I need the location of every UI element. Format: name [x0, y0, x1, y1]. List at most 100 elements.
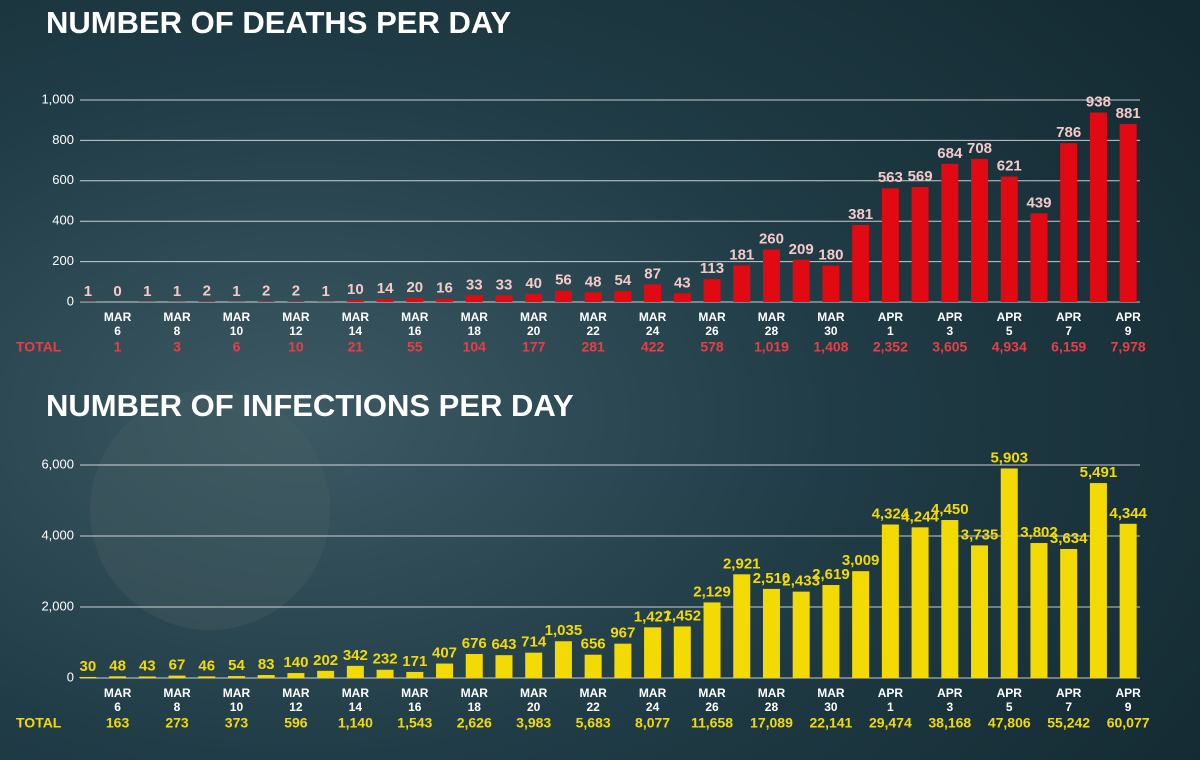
bar [554, 641, 572, 678]
bar [436, 663, 454, 678]
value-label: 407 [432, 645, 457, 662]
bar [822, 265, 840, 302]
bar [406, 671, 424, 678]
total-value: 4,934 [992, 339, 1027, 355]
x-tick-label: MAR 26 [698, 686, 726, 714]
bar [1060, 143, 1078, 302]
total-value: 1 [114, 339, 122, 355]
x-tick-label: MAR 8 [163, 686, 191, 714]
bar [1030, 213, 1048, 302]
total-value: 373 [225, 715, 249, 731]
value-label: 180 [818, 247, 843, 264]
value-label: 181 [729, 246, 754, 263]
bar [406, 297, 424, 302]
bar [1119, 523, 1137, 678]
y-tick-label: 200 [52, 253, 74, 268]
value-label: 2,129 [693, 583, 731, 600]
value-label: 967 [610, 625, 635, 642]
value-label: 1 [232, 283, 240, 300]
value-label: 1 [173, 283, 181, 300]
value-label: 1 [143, 283, 151, 300]
total-value: 163 [106, 715, 130, 731]
chart-title: NUMBER OF INFECTIONS PER DAY [46, 388, 574, 423]
total-label: TOTAL [16, 715, 62, 731]
value-label: 439 [1026, 194, 1051, 211]
bar [525, 652, 543, 678]
y-tick-label: 2,000 [41, 598, 74, 613]
bar [733, 574, 751, 678]
value-label: 140 [283, 654, 308, 671]
value-label: 714 [521, 634, 547, 651]
x-tick-label: MAR 18 [461, 310, 489, 338]
value-label: 5,903 [990, 449, 1028, 466]
x-tick-label: MAR 28 [758, 310, 786, 338]
x-tick-label: MAR 20 [520, 310, 548, 338]
total-value: 1,408 [813, 339, 848, 355]
value-label: 2,619 [812, 566, 850, 583]
bar [703, 279, 721, 302]
bar [911, 527, 929, 678]
x-tick-label: APR 3 [937, 686, 963, 714]
bar [376, 299, 394, 302]
y-tick-label: 4,000 [41, 527, 74, 542]
x-tick-label: APR 7 [1056, 686, 1082, 714]
x-tick-label: APR 1 [878, 310, 904, 338]
bar [346, 665, 364, 678]
bar [1119, 124, 1137, 303]
x-tick-label: APR 3 [937, 310, 963, 338]
value-label: 643 [491, 636, 516, 653]
total-value: 38,168 [928, 715, 971, 731]
total-value: 1,543 [397, 715, 432, 731]
value-label: 20 [406, 279, 423, 296]
value-label: 56 [555, 272, 572, 289]
x-tick-label: MAR 10 [223, 686, 251, 714]
value-label: 5,491 [1080, 464, 1118, 481]
value-label: 881 [1116, 105, 1141, 122]
value-label: 46 [198, 657, 215, 674]
value-label: 33 [496, 276, 513, 293]
bar [346, 299, 364, 302]
value-label: 938 [1086, 93, 1111, 110]
value-label: 4,324 [872, 505, 910, 522]
bar [1000, 176, 1018, 302]
x-tick-label: APR 1 [878, 686, 904, 714]
virus-illustration [90, 390, 330, 630]
bar [465, 295, 483, 302]
value-label: 3,735 [961, 526, 999, 543]
value-label: 1 [84, 283, 92, 300]
value-label: 87 [644, 265, 661, 282]
bar [852, 225, 870, 302]
value-label: 2,921 [723, 555, 761, 572]
bar [792, 259, 810, 302]
value-label: 1,427 [634, 608, 672, 625]
value-label: 30 [80, 658, 97, 675]
value-label: 381 [848, 206, 873, 223]
bar [79, 676, 97, 678]
total-value: 6 [233, 339, 241, 355]
value-label: 3,802 [1020, 524, 1058, 541]
x-tick-label: MAR 30 [817, 686, 845, 714]
x-tick-label: MAR 22 [579, 310, 607, 338]
bar [584, 292, 602, 302]
value-label: 209 [789, 241, 814, 258]
total-value: 281 [581, 339, 605, 355]
value-label: 621 [997, 158, 1022, 175]
value-label: 2 [292, 283, 300, 300]
x-tick-label: MAR 8 [163, 310, 191, 338]
total-value: 273 [165, 715, 189, 731]
total-value: 3,605 [932, 339, 967, 355]
bar [762, 249, 780, 302]
value-label: 2,433 [782, 573, 820, 590]
bar [1060, 548, 1078, 678]
value-label: 67 [169, 657, 186, 674]
bar [1000, 468, 1018, 678]
value-label: 54 [615, 272, 632, 289]
value-label: 3,009 [842, 552, 880, 569]
bar [941, 163, 959, 302]
total-value: 5,683 [576, 715, 611, 731]
bar [198, 676, 216, 678]
bar [881, 524, 899, 678]
y-tick-label: 400 [52, 213, 74, 228]
bar [614, 291, 632, 302]
x-tick-label: APR 9 [1115, 310, 1141, 338]
